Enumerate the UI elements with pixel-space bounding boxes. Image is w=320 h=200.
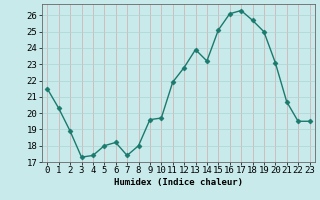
X-axis label: Humidex (Indice chaleur): Humidex (Indice chaleur) <box>114 178 243 187</box>
